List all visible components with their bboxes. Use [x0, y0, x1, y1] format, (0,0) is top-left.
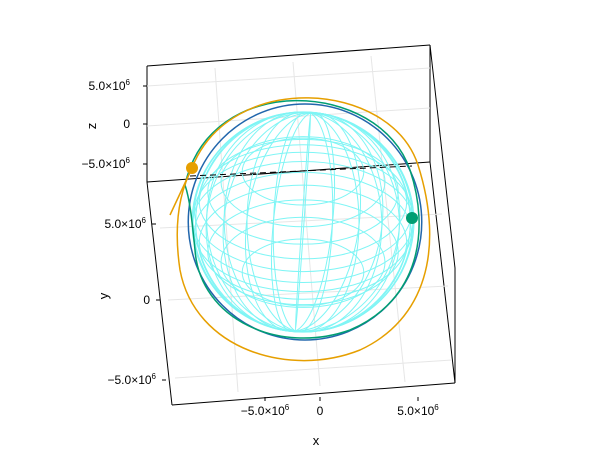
z-tick-label: 0	[123, 117, 130, 131]
sphere-latitude-line	[241, 238, 365, 307]
axis-box	[146, 44, 456, 406]
orbit-marker	[406, 212, 418, 224]
orbit-path	[184, 99, 420, 339]
box-edge-depth	[429, 161, 456, 384]
y-axis-label: y	[96, 292, 111, 299]
orbit-series-3	[169, 97, 431, 362]
box-edge-bottom	[171, 382, 456, 406]
earth-sphere-wireframe	[191, 111, 415, 333]
sphere-longitude-line	[191, 111, 415, 333]
x-tick-label: −5.0×106	[241, 403, 290, 418]
z-tick-label: −5.0×106	[82, 156, 131, 171]
orbit-path	[176, 97, 431, 362]
sphere-latitude-line	[220, 216, 386, 308]
y-axis-ticks: 5.0×106 0 −5.0×106	[105, 216, 166, 387]
x-axis-ticks: −5.0×106 0 5.0×106	[241, 397, 439, 418]
z-axis-ticks: 5.0×106 0 −5.0×106	[82, 78, 147, 171]
sphere-longitude-line	[244, 112, 362, 332]
sphere-latitude-line	[207, 199, 399, 306]
x-tick-label: 5.0×106	[397, 403, 439, 418]
box-edge-right-top	[429, 44, 456, 269]
orbit-series-2	[184, 99, 420, 339]
z-tick-label: 5.0×106	[89, 78, 131, 93]
y-tick-label: 5.0×106	[105, 216, 147, 231]
orbit-marker	[186, 162, 198, 174]
sphere-latitude-line	[241, 137, 365, 206]
orbit-series-group	[169, 97, 431, 362]
z-axis-label: z	[84, 123, 99, 130]
sphere-longitude-line	[223, 111, 383, 333]
x-axis-label: x	[313, 433, 320, 448]
orbit-path	[187, 103, 423, 341]
y-tick-label: 0	[143, 293, 150, 307]
grid-lines	[146, 55, 453, 393]
box-edge-top	[146, 44, 431, 67]
sphere-latitude-line	[194, 171, 412, 293]
y-tick-label: −5.0×106	[108, 372, 157, 387]
box-edge-left-lower	[146, 181, 173, 406]
orbit-tail	[169, 167, 193, 216]
occluded-edge	[189, 165, 413, 177]
x-tick-label: 0	[317, 404, 324, 418]
orbit-series-1	[187, 103, 423, 341]
sphere-latitude-line	[198, 184, 408, 300]
